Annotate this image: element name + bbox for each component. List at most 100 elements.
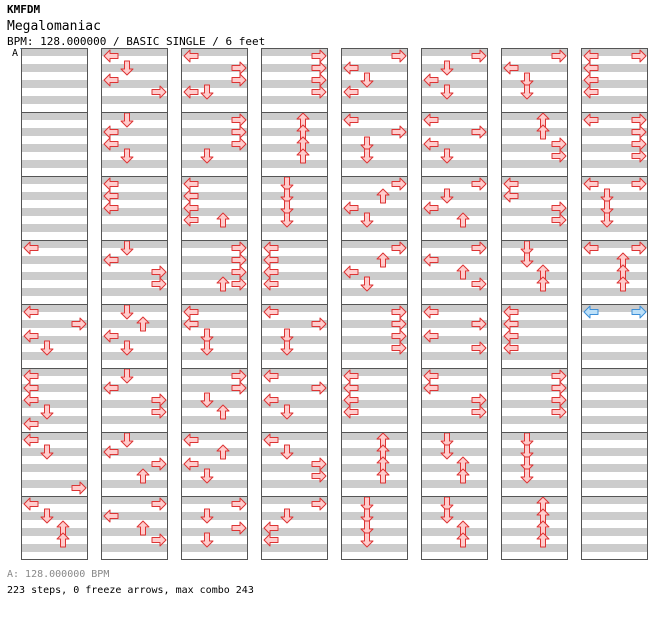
step-arrow-icon — [600, 212, 614, 228]
beat-stripe — [421, 48, 488, 56]
beat-stripe — [181, 384, 248, 392]
beat-stripe — [261, 464, 328, 472]
step-arrow-icon — [391, 177, 407, 191]
beat-stripe — [101, 304, 168, 312]
beat-stripe — [581, 544, 648, 552]
step-arrow-icon — [263, 305, 279, 319]
beat-stripe — [501, 320, 568, 328]
beat-stripe — [261, 448, 328, 456]
beat-stripe — [421, 208, 488, 216]
step-arrow-icon — [360, 148, 374, 164]
chart-column — [581, 48, 648, 560]
beat-stripe — [261, 432, 328, 440]
beat-stripe — [261, 272, 328, 280]
beat-stripe — [101, 288, 168, 296]
beat-stripe — [21, 480, 88, 488]
beat-stripe — [581, 48, 648, 56]
step-arrow-icon — [551, 369, 567, 383]
step-arrow-icon — [23, 241, 39, 255]
measure — [181, 368, 248, 424]
step-arrow-icon — [551, 405, 567, 419]
step-arrow-icon — [40, 340, 54, 356]
beat-stripe — [21, 336, 88, 344]
step-arrow-icon — [216, 404, 230, 420]
step-arrow-icon — [231, 113, 247, 127]
step-arrow-icon — [423, 73, 439, 87]
beat-stripe — [341, 224, 408, 232]
beat-stripe — [21, 320, 88, 328]
measure — [421, 240, 488, 296]
step-arrow-icon — [423, 113, 439, 127]
beat-stripe — [101, 352, 168, 360]
step-arrow-icon — [216, 444, 230, 460]
measure — [341, 496, 408, 552]
measure — [421, 48, 488, 104]
beat-stripe — [421, 384, 488, 392]
measure — [101, 432, 168, 488]
measure — [581, 48, 648, 104]
step-arrow-icon — [343, 405, 359, 419]
beat-stripe — [181, 48, 248, 56]
beat-stripe — [421, 352, 488, 360]
beat-stripe — [21, 288, 88, 296]
beat-stripe — [261, 320, 328, 328]
shock-arrow-icon — [583, 305, 599, 319]
step-arrow-icon — [40, 404, 54, 420]
step-arrow-icon — [456, 532, 470, 548]
beat-stripe — [501, 144, 568, 152]
step-arrow-icon — [423, 201, 439, 215]
beat-stripe — [21, 464, 88, 472]
step-arrow-icon — [343, 85, 359, 99]
beat-stripe — [501, 112, 568, 120]
step-arrow-icon — [263, 521, 279, 535]
beat-stripe — [581, 528, 648, 536]
step-arrow-icon — [391, 329, 407, 343]
beat-stripe — [501, 432, 568, 440]
beat-stripe — [101, 160, 168, 168]
beat-stripe — [581, 256, 648, 264]
step-arrow-icon — [280, 404, 294, 420]
step-arrow-icon — [23, 381, 39, 395]
measure — [101, 112, 168, 168]
beat-stripe — [341, 288, 408, 296]
step-arrow-icon — [103, 177, 119, 191]
step-arrow-icon — [391, 125, 407, 139]
beat-stripe — [581, 80, 648, 88]
beat-stripe — [261, 64, 328, 72]
step-arrow-icon — [296, 148, 310, 164]
step-arrow-icon — [391, 305, 407, 319]
beat-stripe — [261, 192, 328, 200]
beat-stripe — [261, 144, 328, 152]
beat-stripe — [101, 528, 168, 536]
beat-stripe — [581, 496, 648, 504]
beat-stripe — [101, 96, 168, 104]
beat-stripe — [101, 64, 168, 72]
step-arrow-icon — [280, 212, 294, 228]
beat-stripe — [341, 208, 408, 216]
step-arrow-icon — [23, 433, 39, 447]
step-arrow-icon — [263, 241, 279, 255]
beat-stripe — [181, 512, 248, 520]
step-arrow-icon — [311, 457, 327, 471]
beat-stripe — [101, 496, 168, 504]
beat-stripe — [101, 128, 168, 136]
beat-stripe — [421, 64, 488, 72]
beat-stripe — [261, 544, 328, 552]
step-arrow-icon — [360, 136, 374, 152]
step-arrow-icon — [311, 469, 327, 483]
beat-stripe — [261, 416, 328, 424]
beat-stripe — [101, 208, 168, 216]
step-arrow-icon — [311, 73, 327, 87]
beat-stripe — [341, 544, 408, 552]
chart-column — [21, 48, 88, 560]
beat-stripe — [501, 240, 568, 248]
step-arrow-icon — [440, 188, 454, 204]
beat-stripe — [21, 240, 88, 248]
step-arrow-icon — [471, 49, 487, 63]
step-arrow-icon — [231, 241, 247, 255]
step-arrow-icon — [536, 532, 550, 548]
measure — [261, 112, 328, 168]
beat-stripe — [21, 528, 88, 536]
beat-stripe — [181, 368, 248, 376]
step-arrow-icon — [600, 188, 614, 204]
